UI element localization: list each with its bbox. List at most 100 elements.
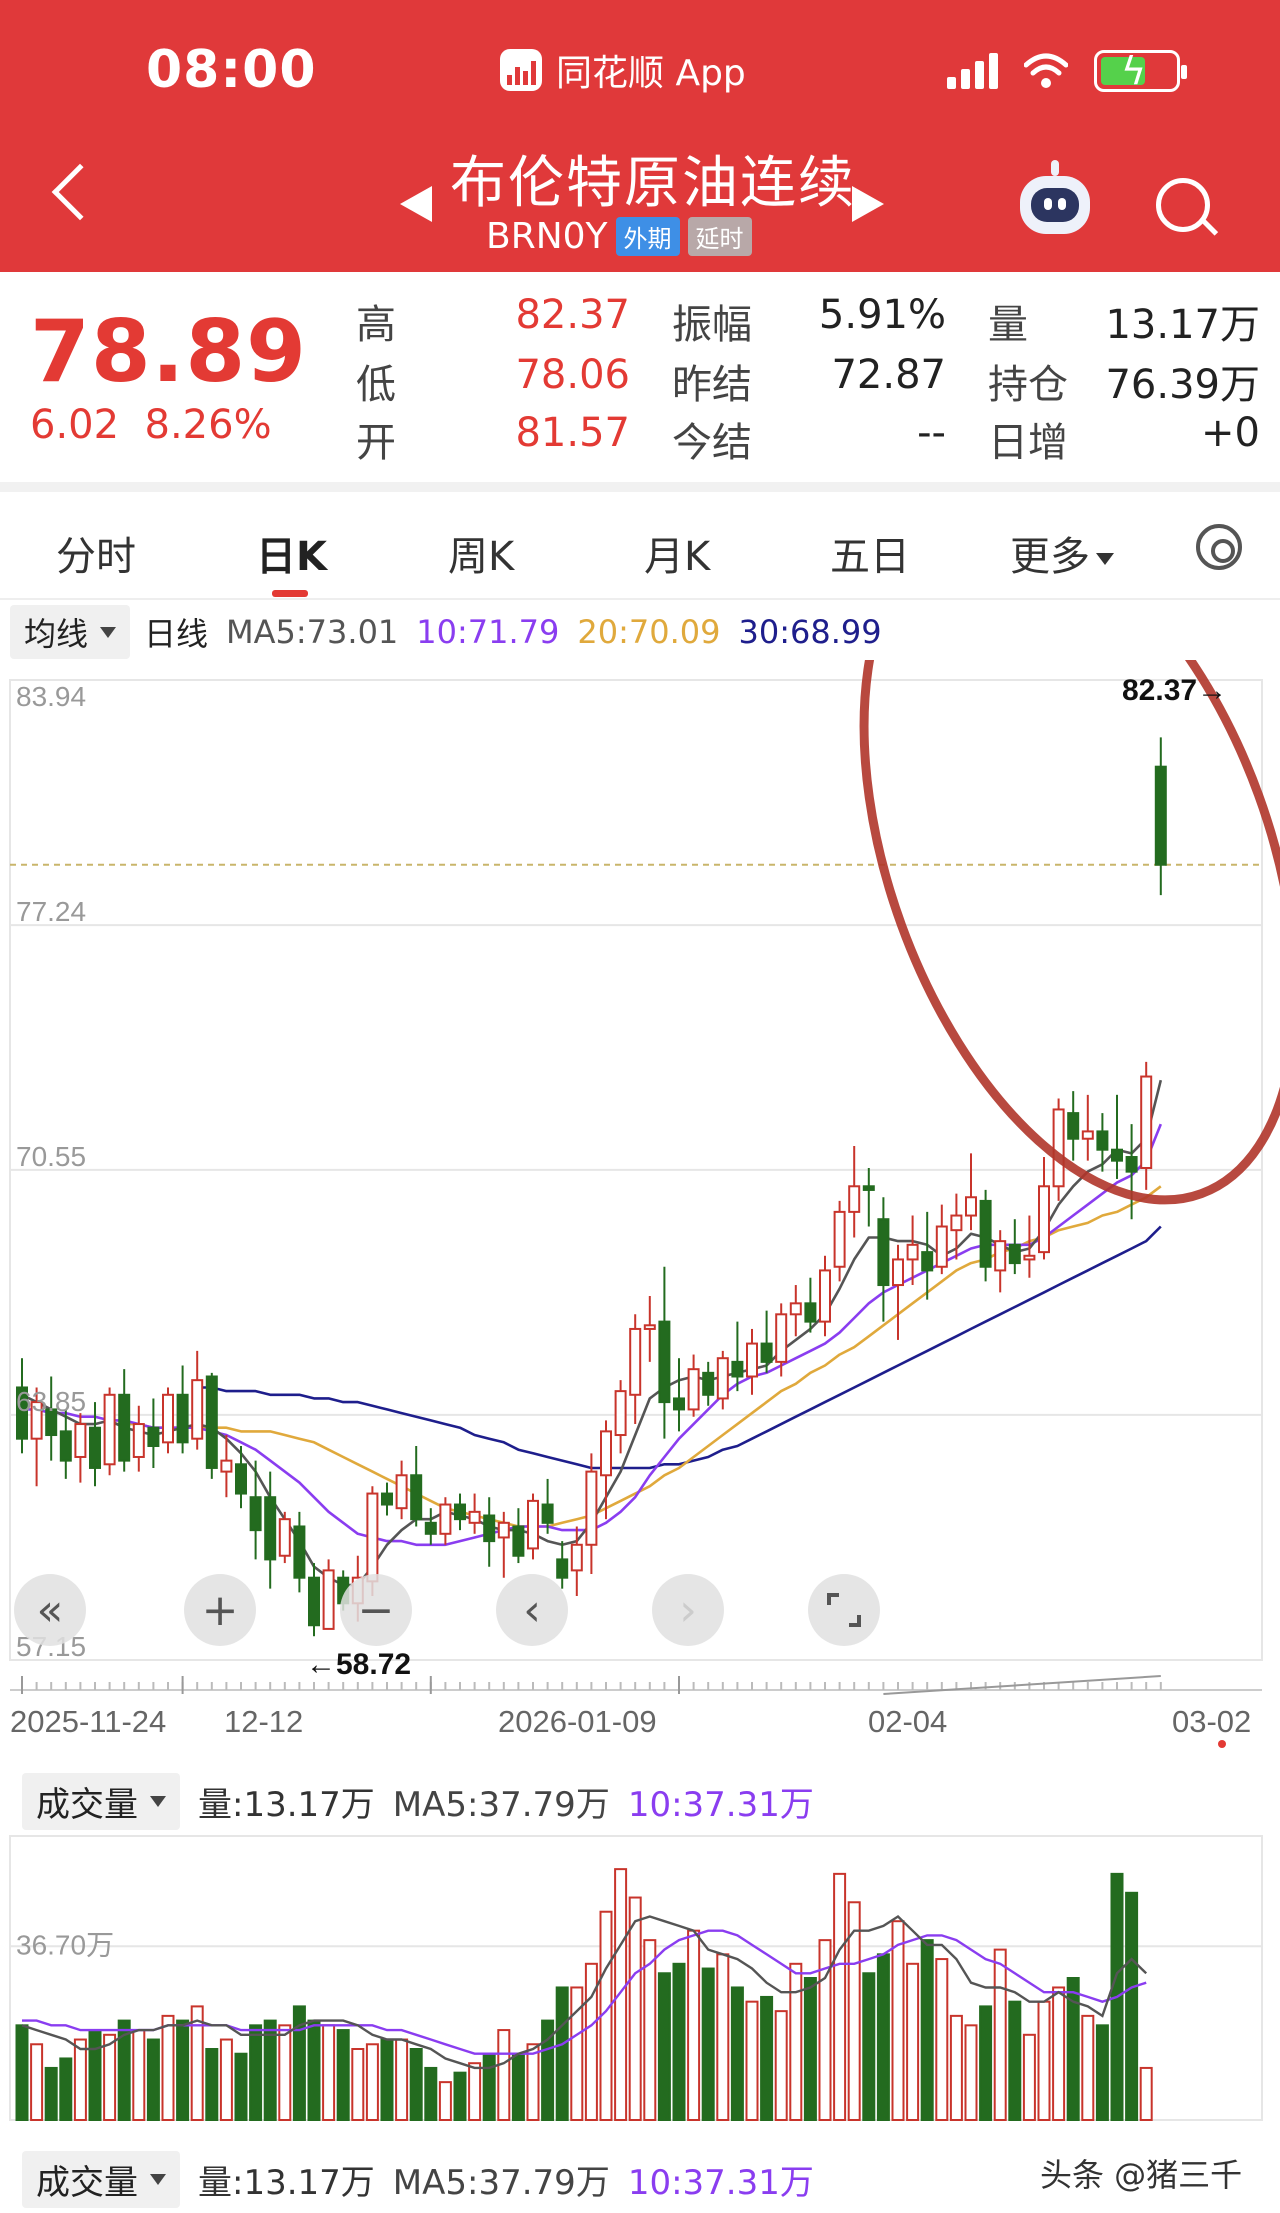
tab-five-day[interactable]: 五日 [830,534,910,580]
search-icon[interactable] [1156,178,1210,232]
price-change: 6.02 8.26% [30,402,272,448]
candle [614,1380,627,1454]
low-value: 78.06 [515,352,630,398]
change-percent: 8.26% [144,402,272,448]
minus-icon: − [357,1584,395,1636]
battery-icon: ϟ [1094,49,1187,93]
tab-daily-k[interactable]: 日K [256,534,327,580]
candle-body [643,1324,656,1330]
candle-body [220,1459,233,1473]
tab-more[interactable]: 更多 [1010,524,1114,582]
contract-title: 布伦特原油连续 [450,151,856,216]
fullscreen-button[interactable] [808,1574,880,1646]
volume-ma5-legend: MA5:37.79万 [392,1784,610,1825]
candle [16,1358,28,1454]
volume-bar [614,1868,628,2121]
tab-intraday[interactable]: 分时 [56,534,136,580]
candle-body [162,1393,174,1444]
candle-body [468,1510,481,1524]
candle [1096,1113,1109,1172]
ma30-line [197,1225,1162,1470]
candle-body [1111,1148,1123,1162]
indicator-dropdown[interactable]: 均线 [10,605,131,659]
candle-body [497,1521,510,1539]
candle-body [191,1379,204,1440]
high-value: 82.37 [515,292,630,338]
candle [804,1277,817,1333]
volume-bar [774,2010,788,2121]
candle-body [570,1543,583,1572]
volume-bar [979,2005,993,2122]
step-right-button[interactable]: › [652,1574,724,1646]
candle-body [877,1218,890,1287]
last-price: 78.89 [30,302,308,402]
candle [176,1365,189,1454]
volume-bar [745,2000,759,2121]
ma-legend: 均线 日线 MA5:73.01 10:71.79 20:70.09 30:68.… [10,605,882,659]
date-major-tick [883,1675,1161,1695]
tab-weekly-k[interactable]: 周K [448,534,515,580]
wifi-icon [1024,53,1068,88]
volume-bar [292,2005,306,2122]
candle-body [819,1269,831,1323]
candle-body [1067,1112,1080,1140]
candle [278,1511,291,1564]
candle [775,1303,788,1377]
ma10-legend: 10:71.79 [416,613,560,651]
step-left-button[interactable]: ‹ [496,1574,568,1646]
prev-settle-label: 昨结 [672,362,752,408]
zoom-in-button[interactable]: + [184,1574,256,1646]
volume-bar [789,1962,803,2122]
amplitude-label: 振幅 [672,302,752,348]
candle [1038,1157,1050,1260]
high-label: 高 [356,302,396,348]
zoom-out-button[interactable]: − [340,1574,412,1646]
candle [205,1372,218,1479]
volume-bar [935,1958,949,2121]
volume-bar [453,2071,467,2122]
volume-bar [88,2029,102,2121]
next-contract-icon[interactable] [852,186,884,222]
ma20-legend: 20:70.09 [577,613,721,651]
volume-bar [1037,2000,1051,2121]
candle-body [118,1393,131,1462]
candle [906,1215,919,1286]
robot-assistant-icon[interactable] [1020,160,1090,234]
volume-dropdown-2[interactable]: 成交量 [22,2150,180,2208]
back-arrow-icon[interactable] [51,163,109,221]
volume-dropdown[interactable]: 成交量 [22,1772,180,1830]
open-interest-label: 持仓 [988,362,1068,408]
prev-contract-icon[interactable] [400,186,432,222]
tab-more-label: 更多 [1010,534,1090,580]
chart-settings-icon[interactable] [1196,524,1242,570]
status-app-indicator[interactable]: 同花顺 App [500,44,746,96]
ma5-legend: MA5:73.01 [226,613,399,651]
tab-monthly-k[interactable]: 月K [644,534,711,580]
volume-bar [701,1967,715,2121]
cell-signal-icon [947,53,998,89]
candle-body [89,1426,101,1469]
high-marker: 82.37→ [1122,674,1227,707]
daily-change-value: +0 [1201,410,1260,456]
volume-value-legend: 量:13.17万 [198,1784,375,1825]
candle-body [921,1251,934,1272]
volume-dropdown-label: 成交量 [36,1784,138,1825]
candle-body [512,1525,525,1557]
status-time: 08:00 [146,40,317,100]
volume-averages [21,1914,1148,2070]
change-amount: 6.02 [30,402,120,448]
chevron-down-icon [1096,553,1114,565]
volume-bar [526,2043,540,2122]
volume-bar [497,2029,511,2121]
candle [424,1508,437,1545]
open-value: 81.57 [515,410,630,456]
fast-back-button[interactable]: « [14,1574,86,1646]
volume-label: 量 [988,302,1028,348]
candle [789,1285,802,1337]
candle-body [454,1503,466,1521]
volume-bar [482,2052,496,2122]
candle-body [103,1393,116,1466]
candle-body [1154,765,1167,866]
